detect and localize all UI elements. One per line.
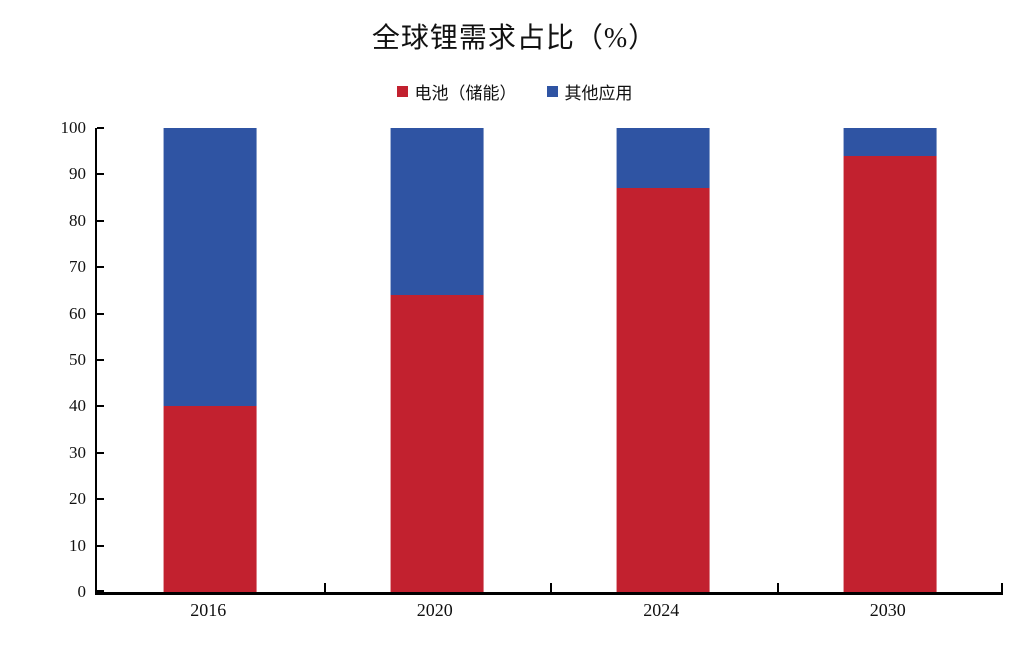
bar-segment-2024-0 [616, 188, 710, 592]
legend-label: 电池（储能） [414, 84, 517, 103]
chart-title: 全球锂需求占比（%） [371, 23, 658, 54]
bar-segment-2020-1 [390, 128, 484, 296]
bar-segment-2024-1 [616, 128, 710, 189]
bars-container [97, 128, 1003, 592]
y-axis-labels: 0 10 20 30 40 50 60 70 80 90 100 [0, 119, 87, 601]
y-tick-label: 10 [69, 535, 86, 555]
y-tick-mark [97, 266, 104, 269]
bar-2020 [324, 128, 551, 592]
bar-segment-2016-0 [163, 406, 257, 592]
y-tick-label: 100 [60, 118, 87, 137]
bar-2030 [777, 128, 1004, 592]
x-tick-mark [1001, 583, 1003, 592]
y-tick-mark [97, 359, 104, 361]
y-tick-label: 0 [77, 582, 87, 601]
y-tick-mark [97, 312, 104, 315]
legend-item-1: 其他应用 [546, 79, 633, 104]
y-tick-mark [97, 544, 104, 547]
y-tick-label: 80 [69, 210, 86, 230]
x-axis-labels: 2016 2020 2024 2030 [95, 600, 1001, 621]
y-tick-label: 50 [69, 350, 86, 369]
x-tick-mark [776, 583, 779, 592]
y-tick-mark [97, 405, 104, 408]
legend: 电池（储能） 其他应用 [0, 79, 1029, 104]
y-tick-mark [97, 590, 104, 592]
x-category-label: 2030 [869, 600, 906, 620]
x-tick-mark [550, 583, 552, 592]
x-category-label: 2020 [416, 600, 453, 620]
bar-2024 [550, 128, 777, 592]
y-tick-label: 20 [69, 489, 86, 509]
x-category-label: 2024 [643, 600, 680, 620]
legend-label: 其他应用 [564, 84, 633, 103]
bar-segment-2016-1 [163, 128, 257, 407]
legend-swatch-icon [396, 86, 408, 97]
y-tick-label: 30 [69, 442, 86, 462]
bar-segment-2030-0 [843, 155, 937, 592]
legend-item-0: 电池（储能） [396, 79, 517, 104]
bar-segment-2020-0 [390, 295, 484, 592]
legend-swatch-icon [546, 86, 558, 97]
y-tick-mark [97, 451, 104, 454]
x-category-label: 2016 [190, 600, 227, 620]
plot-area [95, 127, 1003, 595]
x-tick-mark [323, 583, 326, 592]
y-tick-mark [97, 219, 104, 222]
bar-segment-2030-1 [843, 128, 937, 156]
y-tick-mark [97, 173, 104, 176]
y-tick-label: 70 [69, 257, 86, 277]
y-tick-label: 90 [69, 164, 86, 184]
y-tick-label: 60 [69, 303, 86, 323]
y-tick-mark [97, 127, 104, 129]
y-tick-mark [97, 498, 104, 501]
bar-2016 [97, 128, 324, 592]
y-tick-label: 40 [69, 396, 86, 416]
